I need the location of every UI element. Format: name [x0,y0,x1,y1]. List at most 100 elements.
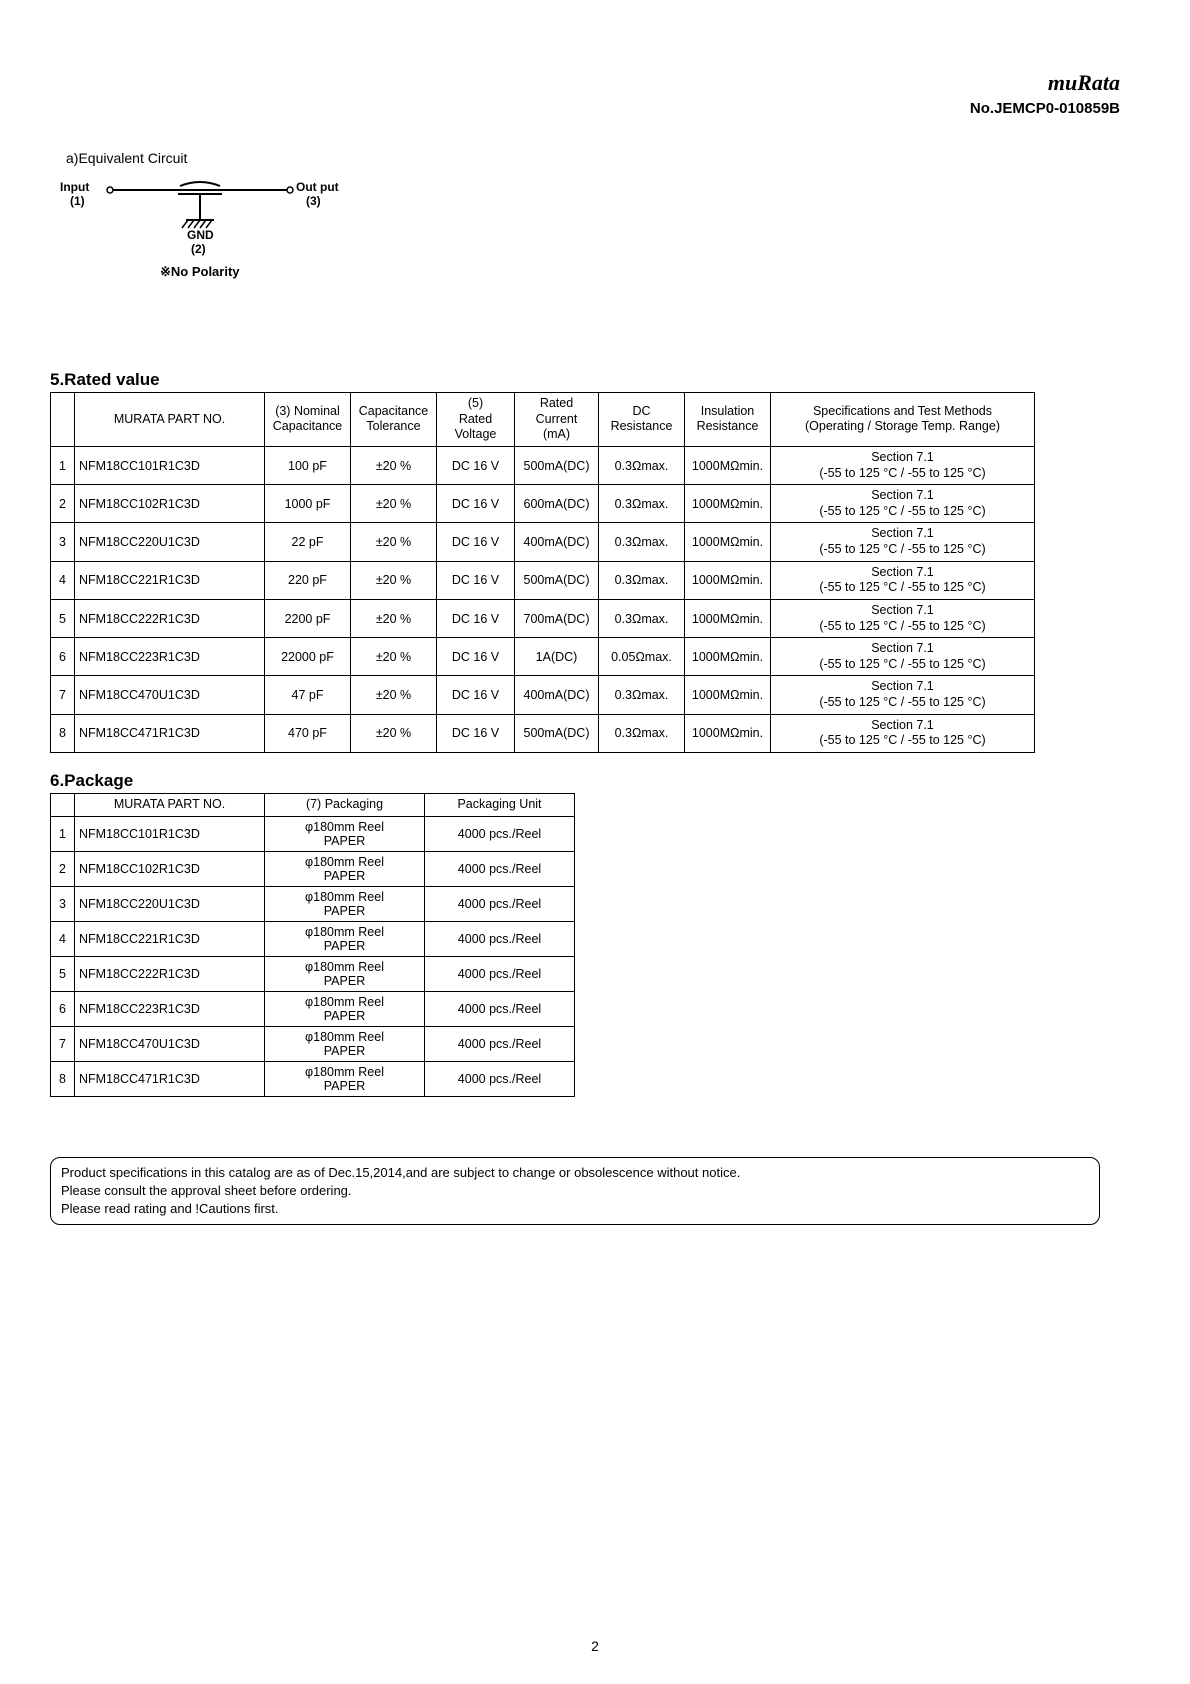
table-row: 4NFM18CC221R1C3D220 pF±20 %DC 16 V500mA(… [51,561,1035,599]
part-number: NFM18CC220U1C3D [75,523,265,561]
rated-value-table: MURATA PART NO. (3) Nominal Capacitance … [50,392,1035,753]
cell-capacitance: 2200 pF [265,599,351,637]
cell-dcr: 0.3Ωmax. [599,485,685,523]
cell-capacitance: 100 pF [265,446,351,484]
part-number: NFM18CC221R1C3D [75,921,265,956]
th-spec-l1: Specifications and Test Methods [813,404,992,418]
th-current: Rated Current (mA) [515,393,599,447]
cell-dcr: 0.3Ωmax. [599,676,685,714]
cell-tolerance: ±20 % [351,523,437,561]
cell-voltage: DC 16 V [437,446,515,484]
cell-packaging: φ180mm ReelPAPER [265,816,425,851]
cell-tolerance: ±20 % [351,599,437,637]
cell-packaging-unit: 4000 pcs./Reel [425,1061,575,1096]
th-current-l3: (mA) [543,427,570,441]
part-number: NFM18CC221R1C3D [75,561,265,599]
cell-packaging-unit: 4000 pcs./Reel [425,816,575,851]
th-ins: Insulation Resistance [685,393,771,447]
circuit-gnd-num: (2) [191,242,206,256]
row-index: 8 [51,714,75,752]
cell-ins: 1000MΩmin. [685,676,771,714]
cell-tolerance: ±20 % [351,714,437,752]
cell-dcr: 0.3Ωmax. [599,599,685,637]
cell-capacitance: 22 pF [265,523,351,561]
table-row: 2NFM18CC102R1C3D1000 pF±20 %DC 16 V600mA… [51,485,1035,523]
cell-packaging: φ180mm ReelPAPER [265,991,425,1026]
row-index: 7 [51,1026,75,1061]
circuit-input-label: Input [60,180,89,194]
row-index: 4 [51,561,75,599]
cell-packaging: φ180mm ReelPAPER [265,956,425,991]
cell-packaging: φ180mm ReelPAPER [265,886,425,921]
cell-dcr: 0.3Ωmax. [599,714,685,752]
table-row: 7NFM18CC470U1C3D47 pF±20 %DC 16 V400mA(D… [51,676,1035,714]
cell-ins: 1000MΩmin. [685,714,771,752]
th-dcr: DC Resistance [599,393,685,447]
document-number: No.JEMCP0-010859B [970,100,1120,117]
cell-voltage: DC 16 V [437,676,515,714]
table-row: 5NFM18CC222R1C3Dφ180mm ReelPAPER4000 pcs… [51,956,575,991]
cell-ins: 1000MΩmin. [685,523,771,561]
table-row: 8NFM18CC471R1C3D470 pF±20 %DC 16 V500mA(… [51,714,1035,752]
footnote-box: Product specifications in this catalog a… [50,1157,1100,1226]
table-row: 8NFM18CC471R1C3Dφ180mm ReelPAPER4000 pcs… [51,1061,575,1096]
table-row: 4NFM18CC221R1C3Dφ180mm ReelPAPER4000 pcs… [51,921,575,956]
row-index: 1 [51,816,75,851]
cell-capacitance: 1000 pF [265,485,351,523]
th-blank-pkg [51,793,75,816]
cell-packaging-unit: 4000 pcs./Reel [425,921,575,956]
cell-tolerance: ±20 % [351,446,437,484]
cell-capacitance: 22000 pF [265,638,351,676]
cell-packaging: φ180mm ReelPAPER [265,851,425,886]
row-index: 4 [51,921,75,956]
cell-current: 1A(DC) [515,638,599,676]
table-row: 3NFM18CC220U1C3Dφ180mm ReelPAPER4000 pcs… [51,886,575,921]
part-number: NFM18CC102R1C3D [75,851,265,886]
cell-packaging-unit: 4000 pcs./Reel [425,851,575,886]
row-index: 3 [51,523,75,561]
cell-current: 400mA(DC) [515,676,599,714]
cell-voltage: DC 16 V [437,523,515,561]
part-number: NFM18CC470U1C3D [75,1026,265,1061]
cell-spec: Section 7.1(-55 to 125 °C / -55 to 125 °… [771,561,1035,599]
cell-packaging-unit: 4000 pcs./Reel [425,991,575,1026]
cell-current: 700mA(DC) [515,599,599,637]
cell-voltage: DC 16 V [437,485,515,523]
row-index: 7 [51,676,75,714]
part-number: NFM18CC223R1C3D [75,638,265,676]
header-right: muRata No.JEMCP0-010859B [970,70,1120,117]
cell-spec: Section 7.1(-55 to 125 °C / -55 to 125 °… [771,485,1035,523]
part-number: NFM18CC471R1C3D [75,714,265,752]
th-current-l1: Rated [540,396,573,410]
cell-current: 500mA(DC) [515,561,599,599]
cell-current: 500mA(DC) [515,446,599,484]
cell-ins: 1000MΩmin. [685,446,771,484]
cell-spec: Section 7.1(-55 to 125 °C / -55 to 125 °… [771,714,1035,752]
th-voltage: (5) Rated Voltage [437,393,515,447]
cell-tolerance: ±20 % [351,561,437,599]
table-row: 6NFM18CC223R1C3Dφ180mm ReelPAPER4000 pcs… [51,991,575,1026]
cell-current: 500mA(DC) [515,714,599,752]
cell-spec: Section 7.1(-55 to 125 °C / -55 to 125 °… [771,523,1035,561]
cell-spec: Section 7.1(-55 to 125 °C / -55 to 125 °… [771,638,1035,676]
rated-value-title: 5.Rated value [50,370,1140,390]
footnote-line1: Product specifications in this catalog a… [61,1164,1089,1182]
cell-tolerance: ±20 % [351,485,437,523]
footnote-line2: Please consult the approval sheet before… [61,1182,1089,1200]
cell-tolerance: ±20 % [351,638,437,676]
table-row: 7NFM18CC470U1C3Dφ180mm ReelPAPER4000 pcs… [51,1026,575,1061]
th-voltage-l1: (5) [468,396,483,410]
th-tolerance: Capacitance Tolerance [351,393,437,447]
th-blank [51,393,75,447]
circuit-output-num: (3) [306,194,321,208]
part-number: NFM18CC222R1C3D [75,599,265,637]
cell-spec: Section 7.1(-55 to 125 °C / -55 to 125 °… [771,599,1035,637]
cell-dcr: 0.3Ωmax. [599,446,685,484]
part-number: NFM18CC101R1C3D [75,816,265,851]
cell-ins: 1000MΩmin. [685,485,771,523]
th-pkg-part-no: MURATA PART NO. [75,793,265,816]
cell-dcr: 0.05Ωmax. [599,638,685,676]
cell-packaging: φ180mm ReelPAPER [265,1026,425,1061]
row-index: 2 [51,851,75,886]
cell-spec: Section 7.1(-55 to 125 °C / -55 to 125 °… [771,676,1035,714]
